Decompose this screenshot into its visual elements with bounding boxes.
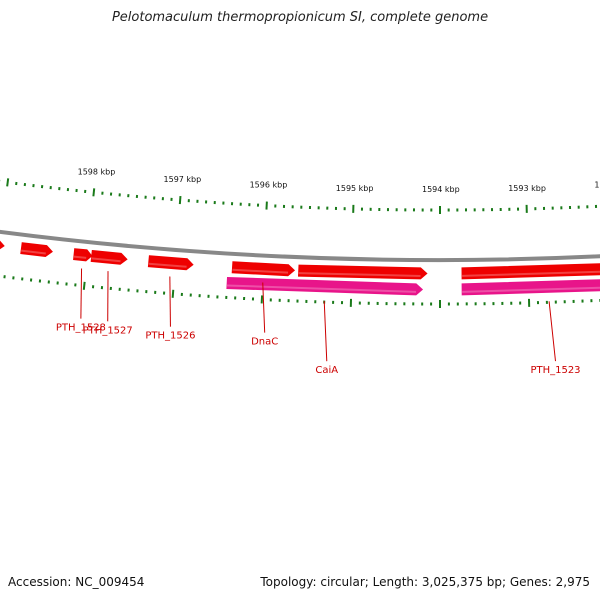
gene-arrow-dnac[interactable]	[231, 261, 296, 277]
ruler-label: 1594 kbp	[422, 185, 460, 194]
inner-ring-major-tick	[171, 289, 175, 298]
gene-label[interactable]: DnaC	[251, 337, 278, 348]
gene-arrow[interactable]	[20, 242, 53, 258]
gene-arrow-caia[interactable]	[226, 276, 424, 296]
gene-label[interactable]: PTH_1527	[83, 325, 133, 336]
gene-arrow-shading	[462, 286, 600, 293]
genome-backbone	[0, 229, 600, 262]
gene-arrow[interactable]	[297, 264, 428, 280]
gene-arrow[interactable]	[461, 263, 600, 280]
gene-label[interactable]: CaiA	[315, 365, 338, 376]
gene-arrow-pth_1523[interactable]	[461, 279, 600, 296]
gene-arrow-shading	[232, 268, 289, 274]
gene-features	[0, 238, 600, 296]
ruler-label: 1593 kbp	[508, 184, 546, 193]
gene-arrow-pth_1528[interactable]	[73, 248, 93, 262]
gene-arrow-shading	[462, 270, 600, 277]
gene-arrow-shading	[91, 257, 121, 263]
gene-label-leader	[548, 301, 556, 362]
outer-tick-ring	[0, 178, 598, 214]
gene-label-leader	[323, 301, 328, 362]
inner-tick-ring	[3, 275, 600, 308]
accession-text: Accession: NC_009454	[8, 575, 145, 589]
ruler-label: 1592 kbp	[594, 181, 600, 190]
gene-arrow-pth_1527[interactable]	[90, 249, 128, 265]
map-title: Pelotomaculum thermopropionicum SI, comp…	[111, 10, 489, 25]
gene-arrow-shading	[21, 249, 46, 255]
gene-arrow-shading	[73, 255, 87, 259]
gene-arrow[interactable]	[0, 238, 5, 251]
outer-ring-major-tick	[178, 195, 182, 205]
genome-summary: Topology: circular; Length: 3,025,375 bp…	[260, 575, 590, 589]
ruler-label: 1595 kbp	[336, 184, 374, 193]
gene-arrow-shading	[298, 272, 421, 277]
gene-arrow-shading	[148, 262, 187, 268]
gene-label[interactable]: PTH_1526	[145, 331, 195, 342]
ruler-labels: 1598 kbp 1597 kbp 1596 kbp 1595 kbp 1594 kbp…	[78, 167, 600, 194]
gene-label-leader	[169, 276, 171, 327]
gene-label-leader	[80, 268, 83, 319]
gene-arrow-pth_1526[interactable]	[147, 255, 194, 271]
outer-ring-major-tick	[6, 178, 10, 187]
ruler-label: 1596 kbp	[250, 181, 288, 190]
gene-label[interactable]: PTH_1523	[530, 365, 580, 376]
inner-ring-major-tick	[82, 281, 86, 290]
gene-label-leader	[262, 282, 266, 333]
ruler-label: 1597 kbp	[164, 175, 202, 184]
outer-ring-major-tick	[92, 188, 96, 197]
ruler-label: 1598 kbp	[78, 167, 116, 176]
gene-arrow-shading	[227, 284, 417, 293]
gene-label[interactable]: PTH_1528	[56, 323, 106, 334]
